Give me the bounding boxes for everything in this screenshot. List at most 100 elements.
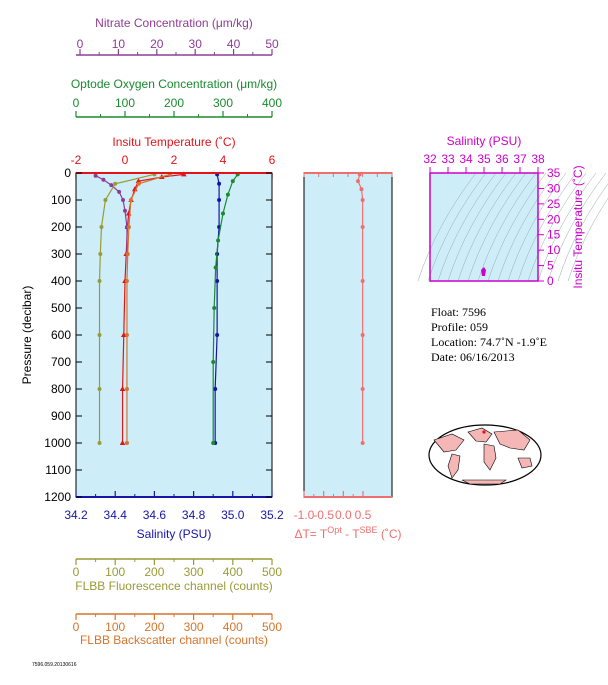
fluorescence-tick-label: 400 [223,565,243,579]
data-point [213,265,218,270]
inset-top-tick-label: 36 [495,152,509,166]
salinity-tick-label: 35.2 [260,508,284,522]
backscatter-tick-label: 200 [144,620,164,634]
inset-top-tick-label: 33 [441,152,455,166]
data-point [128,198,133,202]
delta-data [355,172,365,445]
fluorescence-tick-label: 500 [262,565,282,579]
data-point [136,181,141,186]
data-point [124,333,129,337]
delta-point [360,279,365,283]
pressure-tick-label: 1000 [44,436,71,450]
fluorescence-axis-label: FLBB Fluorescence channel (counts) [75,579,272,593]
delta-point [360,387,365,391]
salinity-tick-label: 34.4 [104,508,128,522]
data-point [119,440,126,445]
info-float: Float: 7596 [431,305,486,319]
main-plot-area [76,173,272,497]
density-contour [447,172,507,282]
data-point [212,306,217,310]
salinity-axis: 34.2 34.4 34.6 34.8 35.0 35.2 [64,491,284,522]
pressure-tick-label: 300 [51,247,71,261]
temperature-tick-label: 6 [269,153,276,167]
density-contour [527,172,587,282]
data-point [97,387,102,391]
pressure-tick-label: 400 [51,274,71,288]
delta-tick-label: 0.5 [355,508,372,522]
salinity-axis-label: Salinity (PSU) [137,527,212,541]
pressure-tick-label: 200 [51,220,71,234]
pressure-tick-label: 800 [51,382,71,396]
pressure-tick-label: 900 [51,409,71,423]
ts-inset-points [481,267,486,276]
backscatter-axis-label: FLBB Backscatter channel (counts) [80,633,268,647]
delta-axis: -1.0-0.5 0.0 0.5 [294,173,393,522]
delta-point [360,333,365,337]
density-contour [457,172,517,282]
data-point [124,279,129,283]
inset-top-tick-label: 34 [459,152,473,166]
data-point [97,333,102,337]
nitrate-tick-label: 10 [112,37,126,51]
data-point [217,181,222,186]
data-point [215,333,220,337]
inset-right-tick-label: 20 [547,212,561,226]
data-point [216,238,221,243]
footer-id: 7596.059.20130616 [32,662,77,668]
salinity-tick-label: 34.8 [182,508,206,522]
world-map [428,424,542,486]
density-contour [537,172,597,282]
inset-salinity-label: Salinity (PSU) [447,134,522,148]
oxygen-tick-label: 400 [262,96,282,110]
inset-right-tick-label: 10 [547,243,561,257]
oxygen-tick-label: 100 [115,96,135,110]
inset-right-tick-label: 5 [547,259,554,273]
salinity-tick-label: 35.0 [221,508,245,522]
profile-data [93,171,240,445]
oxygen-tick-label: 0 [73,96,80,110]
data-point [101,177,106,182]
density-contour [467,172,527,282]
delta-point [360,198,365,202]
oxygen-tick-label: 300 [213,96,233,110]
density-contour [567,197,608,282]
delta-point [360,225,365,229]
data-point [211,441,216,445]
data-point [213,387,218,391]
density-contour [557,183,608,282]
temperature-tick-label: -2 [71,153,82,167]
nitrate-axis-label: Nitrate Concentration (μm/kg) [95,16,253,30]
delta-point [355,179,360,184]
inset-top-tick-label: 38 [531,152,545,166]
nitrate-tick-label: 0 [77,37,84,51]
float-location-marker [482,430,486,434]
pressure-tick-label: 1100 [45,463,71,477]
data-point [119,386,126,391]
inset-right-tick-label: 25 [547,197,561,211]
delta-tick-label: -1.0 [294,508,315,522]
temperature-tick-label: 2 [171,153,178,167]
backscatter-tick-label: 300 [184,620,204,634]
inset-right-tick-label: 15 [547,228,561,242]
backscatter-axis: 0 100 200 300 400 500 FLBB Backscatter channe… [73,613,282,647]
density-contour [477,172,537,282]
data-point [99,225,104,229]
backscatter-tick-label: 0 [73,620,80,634]
data-point [123,208,127,213]
info-location: Location: 74.7˚N -1.9˚E [431,335,547,349]
temperature-tick-label: 0 [122,153,129,167]
pressure-tick-label: 1200 [44,490,71,504]
oxygen-tick-label: 200 [164,96,184,110]
inset-right-tick-label: 0 [547,274,554,288]
pressure-tick-label: 600 [51,328,71,342]
delta-tick-label: -0.5 [313,508,334,522]
delta-axis-label: ΔT= TOpt - TSBE (˚C) [294,525,401,541]
inset-right-tick-label: 35 [547,166,561,180]
oxygen-axis: Optode Oxygen Concentration (μm/kg) 0 100… [71,77,282,118]
data-point [103,198,108,202]
nitrate-tick-label: 40 [227,37,241,51]
density-contour [417,172,477,282]
data-point [221,211,225,216]
salinity-tick-label: 34.6 [143,508,167,522]
data-point [225,192,230,197]
